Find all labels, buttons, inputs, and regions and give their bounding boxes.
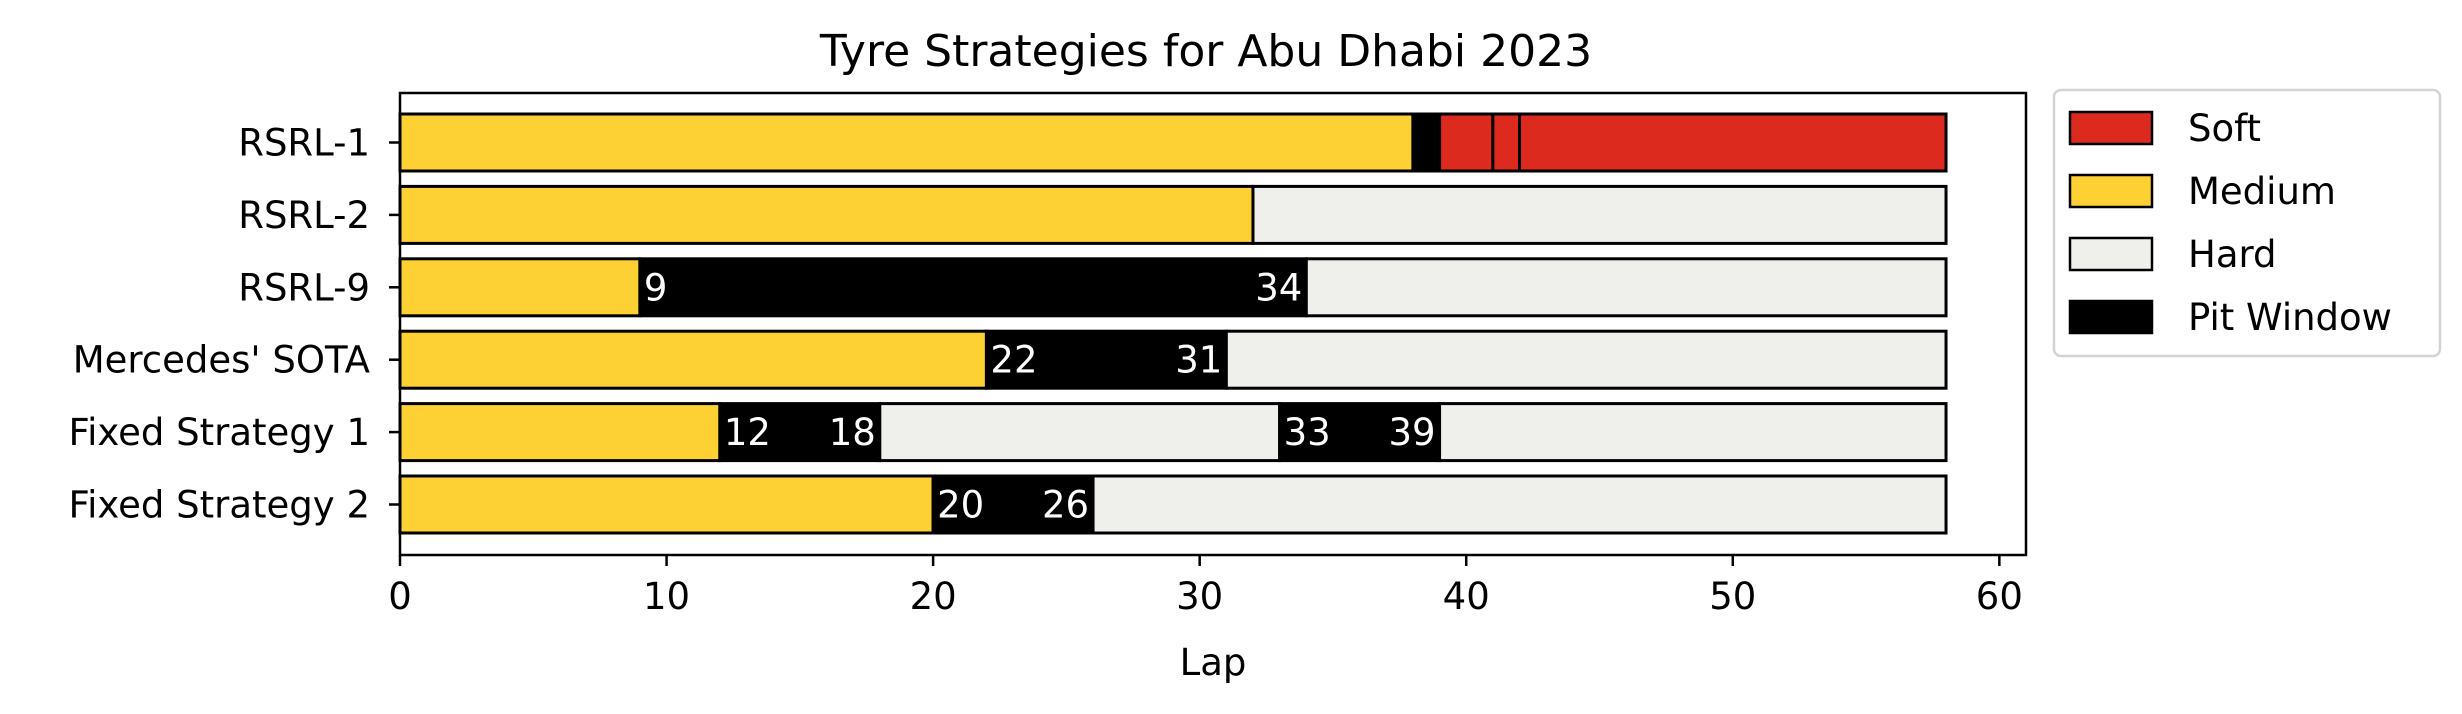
bar-segment-mercedes-sota-medium-0	[398, 329, 988, 390]
legend-label-medium: Medium	[2188, 170, 2336, 213]
legend-label-soft: Soft	[2188, 107, 2261, 150]
bar-segment-rsrl-2-hard-1	[1251, 184, 1948, 245]
legend-swatch-soft	[2068, 110, 2154, 146]
bar-segment-rsrl-1-medium-0	[398, 112, 1415, 173]
bar-segment-fixed-strategy-1-pit-window-3	[1278, 402, 1442, 463]
y-tick-label-fixed-strategy-1: Fixed Strategy 1	[69, 411, 370, 454]
legend: Soft Medium Hard Pit Window	[2052, 88, 2442, 358]
chart-title: Tyre Strategies for Abu Dhabi 2023	[819, 26, 1592, 77]
bar-segment-fixed-strategy-1-hard-4	[1438, 402, 1948, 463]
y-tick-label-mercedes-sota: Mercedes' SOTA	[73, 339, 370, 382]
bar-segment-fixed-strategy-1-medium-0	[398, 402, 722, 463]
bar-segment-rsrl-1-pit-window-1	[1411, 112, 1442, 173]
bar-data-label-fixed-strategy-1-2: 33	[1284, 411, 1331, 454]
x-tick-label-20: 20	[910, 575, 957, 618]
bar-segment-fixed-strategy-2-medium-0	[398, 474, 935, 535]
bar-data-label-fixed-strategy-1-1: 18	[829, 411, 876, 454]
y-axis: RSRL-1 RSRL-2 RSRL-9 Mercedes' SOTA Fixed St…	[69, 122, 400, 527]
y-tick-label-fixed-strategy-2: Fixed Strategy 2	[69, 484, 370, 527]
bars-group	[398, 112, 1948, 535]
bar-segment-mercedes-sota-hard-2	[1224, 329, 1948, 390]
plot-frame	[398, 91, 2028, 557]
bar-data-label-fixed-strategy-2-0: 20	[937, 484, 984, 527]
x-tick-label-40: 40	[1443, 575, 1490, 618]
y-tick-label-rsrl-2: RSRL-2	[238, 194, 370, 237]
bar-segment-fixed-strategy-1-pit-window-1	[718, 402, 882, 463]
bar-data-label-fixed-strategy-1-0: 12	[724, 411, 771, 454]
y-tick-label-rsrl-9: RSRL-9	[238, 266, 370, 309]
legend-frame	[2052, 88, 2442, 358]
x-tick-label-0: 0	[388, 575, 412, 618]
bar-data-label-fixed-strategy-1-3: 39	[1388, 411, 1435, 454]
bar-segment-rsrl-1-soft-4	[1518, 112, 1948, 173]
bar-data-label-mercedes-sota-0: 22	[990, 339, 1037, 382]
bar-segment-mercedes-sota-pit-window-1	[984, 329, 1228, 390]
x-tick-label-30: 30	[1176, 575, 1223, 618]
bar-data-label-rsrl-9-0: 9	[644, 266, 668, 309]
bar-segment-fixed-strategy-2-hard-2	[1091, 474, 1948, 535]
bar-segment-rsrl-9-medium-0	[398, 257, 642, 318]
legend-label-pit-window: Pit Window	[2188, 296, 2392, 339]
bar-segment-rsrl-9-hard-2	[1304, 257, 1948, 318]
bar-segment-rsrl-9-pit-window-1	[638, 257, 1308, 318]
legend-swatch-pit-window	[2068, 299, 2154, 335]
x-tick-label-10: 10	[643, 575, 690, 618]
x-tick-label-60: 60	[1976, 575, 2023, 618]
y-tick-label-rsrl-1: RSRL-1	[238, 122, 370, 165]
legend-swatch-medium	[2068, 173, 2154, 209]
bar-labels-group: 9 34 22 31 12 18 33 39 20 26	[644, 266, 1436, 526]
x-axis-title: Lap	[1180, 641, 1247, 684]
bar-segment-rsrl-1-soft-2	[1438, 112, 1495, 173]
bar-segment-rsrl-1-soft-3	[1491, 112, 1522, 173]
legend-label-hard: Hard	[2188, 233, 2277, 276]
legend-swatch-hard	[2068, 236, 2154, 272]
bar-data-label-rsrl-9-1: 34	[1255, 266, 1302, 309]
x-tick-label-50: 50	[1709, 575, 1756, 618]
bar-segment-rsrl-2-medium-0	[398, 184, 1255, 245]
x-axis: 0 10 20 30 40 50 60	[388, 555, 2023, 618]
bar-data-label-mercedes-sota-1: 31	[1175, 339, 1222, 382]
bar-segment-fixed-strategy-1-hard-2	[878, 402, 1282, 463]
bar-data-label-fixed-strategy-2-1: 26	[1042, 484, 1089, 527]
